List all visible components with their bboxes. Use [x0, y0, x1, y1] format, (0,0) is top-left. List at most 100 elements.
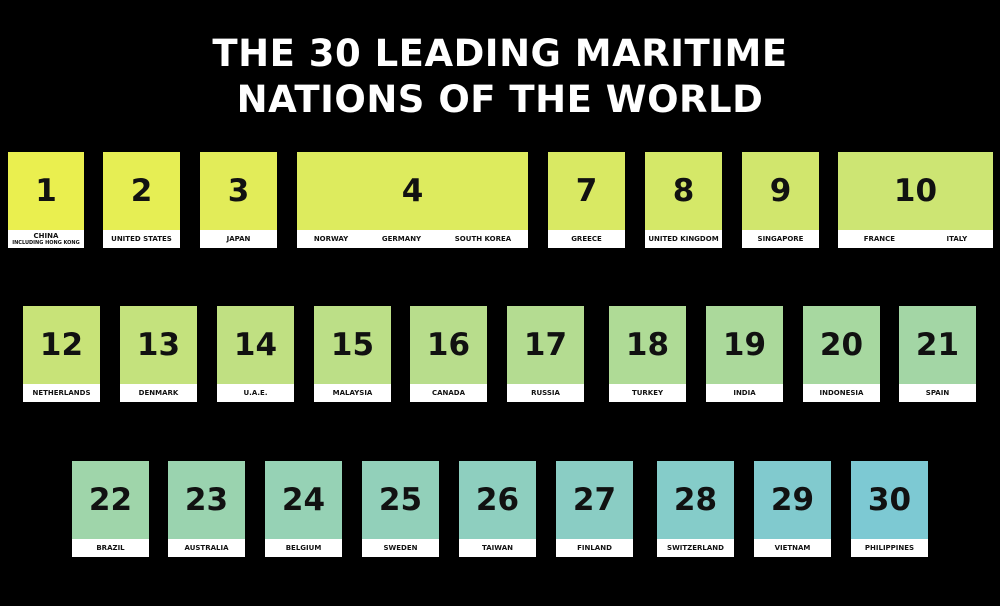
country-label: CHINA INCLUDING HONG KONG — [8, 230, 84, 248]
title-line: THE 30 LEADING MARITIME — [212, 32, 788, 75]
rank-number: 25 — [378, 482, 423, 518]
country-text: ITALY — [946, 235, 968, 243]
country-label: TURKEY — [609, 384, 686, 402]
country-name: SWEDEN — [384, 544, 418, 552]
rank-number: 23 — [184, 482, 229, 518]
country-name: FRANCE — [864, 235, 895, 243]
country-text: NETHERLANDS — [32, 389, 91, 397]
rank-number: 27 — [572, 482, 617, 518]
rank-number: 20 — [819, 327, 864, 363]
rank-card: 20 INDONESIA — [803, 306, 880, 402]
country-text: GREECE — [571, 235, 602, 243]
rank-card: 2 UNITED STATES — [103, 152, 180, 248]
rank-card: 26 TAIWAN — [459, 461, 536, 557]
rank-card: 19 INDIA — [706, 306, 783, 402]
country-name: SINGAPORE — [758, 235, 804, 243]
country-name: INDONESIA — [820, 389, 864, 397]
country-text: SWITZERLAND — [667, 544, 724, 552]
rank-card: 9 SINGAPORE — [742, 152, 819, 248]
rank-card: 23 AUSTRALIA — [168, 461, 245, 557]
rank-number: 7 — [575, 173, 598, 209]
country-text: INDONESIA — [819, 389, 864, 397]
rank-card: 24 BELGIUM — [265, 461, 342, 557]
country-name: U.A.E. — [244, 389, 268, 397]
country-note: INCLUDING HONG KONG — [12, 240, 80, 246]
rank-number: 12 — [39, 327, 84, 363]
country-name: MALAYSIA — [333, 389, 373, 397]
country-name: NORWAY — [314, 235, 348, 243]
rank-number: 19 — [722, 327, 767, 363]
rank-card: 3 JAPAN — [200, 152, 277, 248]
country-text: UNITED KINGDOM — [648, 235, 719, 243]
rank-number: 24 — [281, 482, 326, 518]
rank-card: 22 BRAZIL — [72, 461, 149, 557]
rank-card: 16 CANADA — [410, 306, 487, 402]
country-label: SPAIN — [899, 384, 976, 402]
rank-number: 30 — [867, 482, 912, 518]
rank-number: 2 — [130, 173, 153, 209]
country-name: ITALY — [947, 235, 968, 243]
country-label: SWITZERLAND — [657, 539, 734, 557]
country-name: SWITZERLAND — [667, 544, 724, 552]
country-name: GERMANY — [382, 235, 421, 243]
rank-card: 4 NORWAY GERMANY SOUTH KOREA — [297, 152, 528, 248]
country-text: CHINA — [33, 232, 59, 240]
rank-card: 10 FRANCE ITALY — [838, 152, 993, 248]
rank-number: 8 — [672, 173, 695, 209]
title-line: NATIONS OF THE WORLD — [236, 78, 764, 121]
country-text: SINGAPORE — [757, 235, 804, 243]
rank-card: 27 FINLAND — [556, 461, 633, 557]
country-name: NETHERLANDS — [32, 389, 90, 397]
country-label: SINGAPORE — [742, 230, 819, 248]
rank-number: 9 — [769, 173, 792, 209]
country-name: INDIA — [733, 389, 755, 397]
country-label: CANADA — [410, 384, 487, 402]
country-name: CANADA — [432, 389, 465, 397]
rank-card: 21 SPAIN — [899, 306, 976, 402]
country-label: AUSTRALIA — [168, 539, 245, 557]
country-text: FRANCE — [863, 235, 896, 243]
country-text: BRAZIL — [96, 544, 125, 552]
country-name: UNITED STATES — [111, 235, 172, 243]
rank-number: 13 — [136, 327, 181, 363]
country-text: TAIWAN — [482, 544, 513, 552]
rank-card: 28 SWITZERLAND — [657, 461, 734, 557]
rank-card: 15 MALAYSIA — [314, 306, 391, 402]
country-label: DENMARK — [120, 384, 197, 402]
country-text: AUSTRALIA — [184, 544, 229, 552]
country-name: RUSSIA — [531, 389, 560, 397]
rank-number: 16 — [426, 327, 471, 363]
country-label: PHILIPPINES — [851, 539, 928, 557]
country-label: MALAYSIA — [314, 384, 391, 402]
country-text: PHILIPPINES — [864, 544, 915, 552]
country-text: GERMANY — [381, 235, 422, 243]
country-text: INDIA — [733, 389, 756, 397]
country-label: BELGIUM — [265, 539, 342, 557]
country-label: RUSSIA — [507, 384, 584, 402]
country-text: VIETNAM — [774, 544, 811, 552]
country-text: BELGIUM — [285, 544, 322, 552]
rank-number: 14 — [233, 327, 278, 363]
country-name: TURKEY — [632, 389, 663, 397]
country-label: TAIWAN — [459, 539, 536, 557]
country-text: MALAYSIA — [332, 389, 373, 397]
rank-card: 14 U.A.E. — [217, 306, 294, 402]
rank-number: 17 — [523, 327, 568, 363]
country-text: DENMARK — [138, 389, 179, 397]
country-label: FINLAND — [556, 539, 633, 557]
country-name: VIETNAM — [775, 544, 811, 552]
country-text: SPAIN — [925, 389, 950, 397]
rank-card: 7 GREECE — [548, 152, 625, 248]
rank-number: 28 — [673, 482, 718, 518]
country-text: NORWAY — [313, 235, 349, 243]
rank-card: 30 PHILIPPINES — [851, 461, 928, 557]
rank-number: 22 — [88, 482, 133, 518]
country-name: CHINA INCLUDING HONG KONG — [12, 232, 79, 246]
rank-number: 15 — [330, 327, 375, 363]
country-label: BRAZIL — [72, 539, 149, 557]
country-label: NORWAY GERMANY SOUTH KOREA — [297, 230, 528, 248]
country-text: U.A.E. — [243, 389, 268, 397]
country-label: U.A.E. — [217, 384, 294, 402]
rank-card: 13 DENMARK — [120, 306, 197, 402]
country-text: SOUTH KOREA — [454, 235, 512, 243]
